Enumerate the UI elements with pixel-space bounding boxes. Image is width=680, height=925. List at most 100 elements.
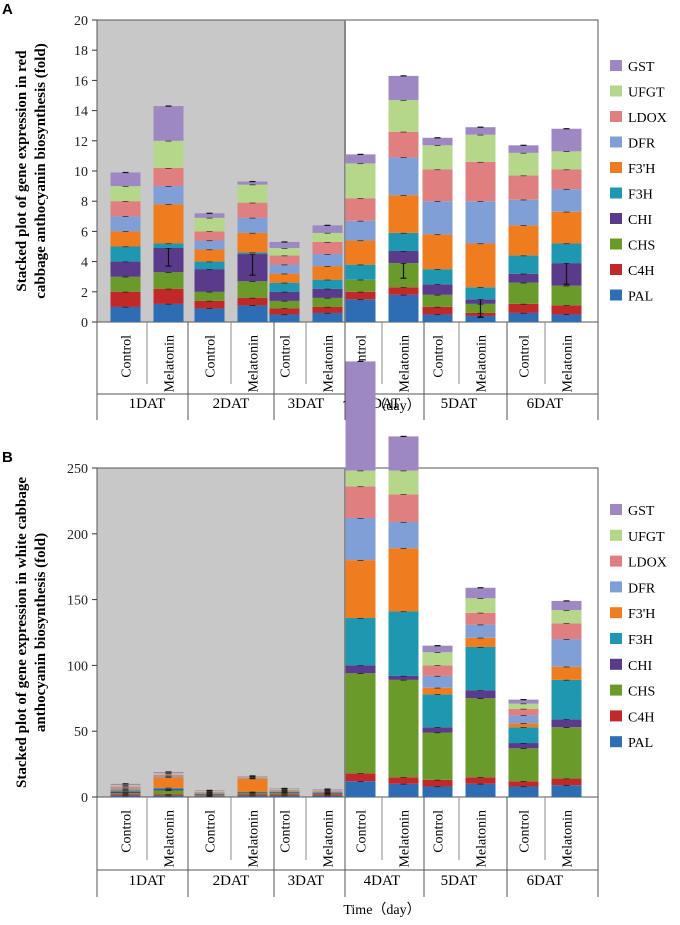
bar-segment-chi (508, 743, 539, 749)
bar-segment-gst (312, 225, 343, 233)
bar-segment-ldox (388, 131, 419, 158)
legend-label: C4H (628, 264, 654, 279)
bar-segment-c4h (237, 794, 268, 796)
bar-segment-f3h (465, 646, 496, 691)
bar-segment-chi (388, 675, 419, 680)
bar-label-group: Control (518, 335, 533, 378)
bar-segment-f3h (388, 232, 419, 252)
bar-segment-dfr (551, 189, 582, 212)
bar-segment-ldox (153, 167, 184, 187)
bar-segment-f3ph (422, 234, 453, 270)
bar-segment-chi (194, 269, 225, 292)
bar-label-control: Control (120, 810, 135, 853)
y-tick-label: 200 (67, 528, 88, 543)
bar-segment-c4h (508, 303, 539, 313)
bar-label-group: Melatonin (163, 335, 178, 393)
bar-segment-chs (269, 300, 300, 309)
bar-segment-ufgt (551, 610, 582, 624)
bar-label-group: Control (279, 810, 294, 853)
bar-label-melatonin: Melatonin (561, 810, 576, 868)
bar-segment-f3ph (153, 777, 184, 788)
y-axis-title-line2: cabbage anthocyanin biosynthesis (fold) (33, 43, 49, 298)
bar-label-group: Control (120, 335, 135, 378)
bar-segment-f3h (551, 243, 582, 264)
bar-segment-f3h (312, 279, 343, 289)
bar-segment-dfr (465, 624, 496, 638)
bar-label-group: Melatonin (322, 810, 337, 868)
group-label: 3DAT (288, 396, 325, 412)
bar-segment-chs (237, 281, 268, 298)
bar-segment-f3h (194, 261, 225, 270)
bar-segment-chs (194, 291, 225, 301)
bar-label-melatonin: Melatonin (561, 335, 576, 393)
legend-swatch (610, 289, 622, 301)
y-tick-label: 150 (67, 594, 88, 609)
bar-segment-chs (465, 698, 496, 778)
bar-segment-f3h (153, 787, 184, 790)
bar-segment-f3h (110, 790, 141, 792)
bar-segment-dfr (237, 217, 268, 233)
legend-swatch (610, 60, 622, 71)
y-axis-title-line1: Stacked plot of gene expression in white… (14, 477, 30, 788)
y-axis-title: Stacked plot of gene expression in white… (14, 477, 49, 788)
bar-segment-f3ph (345, 560, 376, 619)
legend-label: F3'H (628, 162, 655, 177)
bar-segment-ldox (508, 708, 539, 716)
legend-label: PAL (628, 290, 653, 305)
legend-swatch (610, 555, 622, 567)
bar-segment-ufgt (508, 152, 539, 176)
bar-segment-ldox (153, 774, 184, 776)
bar-segment-chs (110, 276, 141, 292)
y-axis-title: Stacked plot of gene expression in red ca… (14, 43, 49, 298)
bar-segment-ufgt (312, 232, 343, 242)
bar-label-group: Melatonin (398, 335, 413, 393)
bar-segment-ufgt (508, 703, 539, 709)
bar-label-group: Control (355, 810, 370, 853)
bar-segment-ldox (551, 169, 582, 190)
legend-swatch (610, 736, 622, 748)
bar-segment-dfr (508, 715, 539, 724)
bar-segment-f3ph (551, 666, 582, 680)
bar-segment-gst (194, 213, 225, 218)
bar-segment-f3h (508, 727, 539, 744)
bar-segment-gst (388, 75, 419, 101)
bar-segment-pal (551, 314, 582, 322)
bar-segment-chs (388, 679, 419, 778)
bar-segment-dfr (345, 518, 376, 561)
legend-swatch (610, 529, 622, 541)
bar-segment-chs (551, 285, 582, 306)
legend-swatch (610, 213, 622, 224)
y-tick-label: 20 (74, 14, 88, 29)
bar-segment-ldox (388, 494, 419, 522)
bar-segment-dfr (345, 220, 376, 241)
bar-segment-chi (465, 690, 496, 699)
bar-segment-dfr (465, 201, 496, 244)
legend-label: DFR (628, 137, 656, 152)
bar-segment-gst (153, 106, 184, 141)
group-label: 5DAT (441, 873, 478, 889)
bar-label-control: Control (204, 335, 219, 378)
bar-segment-pal (422, 314, 453, 322)
bar-segment-chi (312, 288, 343, 298)
bar-segment-chi (388, 251, 419, 264)
bar-label-control: Control (518, 810, 533, 853)
bar-segment-pal (551, 785, 582, 797)
bar-segment-ldox (269, 255, 300, 265)
bar-segment-f3ph (465, 637, 496, 647)
bar-segment-ufgt (269, 248, 300, 256)
bar-segment-pal (312, 795, 343, 797)
bar-label-melatonin: Melatonin (247, 335, 262, 393)
bar-segment-chs (269, 793, 300, 795)
y-tick-label: 8 (81, 195, 88, 210)
bar-segment-ldox (551, 623, 582, 640)
bar-segment-f3h (551, 679, 582, 720)
y-tick-label: 6 (81, 225, 88, 240)
bar-segment-f3ph (153, 204, 184, 244)
bar-segment-ufgt (110, 186, 141, 202)
bar-segment-chs (312, 297, 343, 307)
bar-label-control: Control (432, 810, 447, 853)
bar-segment-dfr (194, 240, 225, 250)
bar-label-control: Control (120, 335, 135, 378)
bar-segment-ldox (345, 198, 376, 221)
bar-label-control: Control (432, 335, 447, 378)
